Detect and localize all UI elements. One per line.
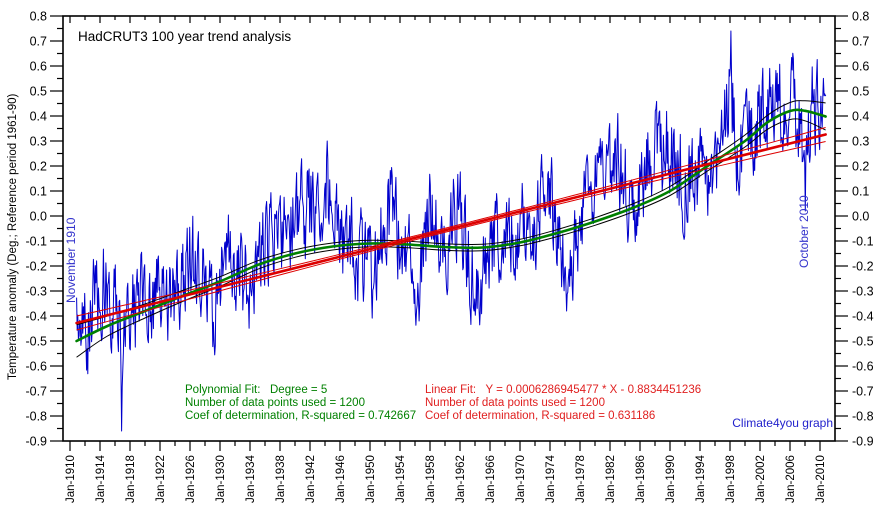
y-tick-label-left: -0.2 <box>25 260 47 274</box>
y-tick-label-right: 0.5 <box>852 85 869 99</box>
y-tick-label-right: -0.4 <box>852 310 874 324</box>
linear-ci-lower-line <box>76 141 826 331</box>
y-tick-label-right: -0.5 <box>852 335 874 349</box>
y-tick-label-left: 0.5 <box>30 85 47 99</box>
y-tick-label-right: 0.1 <box>852 185 869 199</box>
series-start-annotation: November 1910 <box>64 217 78 303</box>
y-tick-label-left: -0.4 <box>25 310 47 324</box>
y-tick-label-right: 0.4 <box>852 110 869 124</box>
x-tick-label: Jan-1914 <box>95 454 107 503</box>
polynomial-fit-stats: Polynomial Fit: Degree = 5 Number of dat… <box>185 384 416 422</box>
monthly-data-line <box>76 30 827 432</box>
x-tick-label: Jan-1962 <box>455 455 467 503</box>
x-tick-label: Jan-1970 <box>515 455 527 503</box>
y-tick-label-left: 0.7 <box>30 35 47 49</box>
x-tick-label: Jan-1986 <box>635 455 647 503</box>
y-tick-label-right: -0.1 <box>852 235 874 249</box>
polynomial-ci-lower-line <box>76 118 826 358</box>
x-tick-label: Jan-1954 <box>395 454 407 503</box>
linear-fit-stats-line1: Linear Fit: Y = 0.0006286945477 * X - 0.… <box>425 384 701 396</box>
y-tick-label-right: 0.2 <box>852 160 869 174</box>
x-tick-label: Jan-1982 <box>605 455 617 503</box>
y-tick-label-left: -0.7 <box>25 385 47 399</box>
series-end-annotation: October 2010 <box>797 195 811 268</box>
y-tick-label-right: -0.9 <box>852 435 874 449</box>
y-tick-label-right: -0.7 <box>852 385 874 399</box>
y-tick-label-right: -0.6 <box>852 360 874 374</box>
y-tick-label-left: 0.2 <box>30 160 47 174</box>
x-tick-label: Jan-1938 <box>275 455 287 503</box>
x-tick-label: Jan-1974 <box>545 454 557 503</box>
x-tick-label: Jan-1966 <box>485 455 497 503</box>
x-tick-label: Jan-1998 <box>725 455 737 503</box>
y-tick-label-right: 0.0 <box>852 210 869 224</box>
polynomial-fit-stats-line1: Polynomial Fit: Degree = 5 <box>185 384 327 396</box>
y-tick-label-right: -0.8 <box>852 410 874 424</box>
polynomial-ci-upper-line <box>76 100 826 326</box>
linear-fit-stats-line3: Coef of determination, R-squared = 0.631… <box>425 410 655 422</box>
y-tick-label-left: 0.0 <box>30 210 47 224</box>
x-tick-label: Jan-1922 <box>155 455 167 503</box>
y-tick-label-left: 0.4 <box>30 110 47 124</box>
y-tick-label-right: 0.6 <box>852 60 869 74</box>
chart-title: HadCRUT3 100 year trend analysis <box>78 29 291 44</box>
credit-label: Climate4you graph <box>732 416 833 430</box>
x-tick-label: Jan-1910 <box>65 455 77 503</box>
y-tick-label-left: -0.9 <box>25 435 47 449</box>
linear-fit-stats-line2: Number of data points used = 1200 <box>425 397 605 409</box>
linear-fit-stats: Linear Fit: Y = 0.0006286945477 * X - 0.… <box>425 384 701 422</box>
x-tick-label: Jan-1958 <box>425 455 437 503</box>
x-tick-label: Jan-1918 <box>125 455 137 503</box>
x-tick-label: Jan-2010 <box>815 455 827 503</box>
x-tick-label: Jan-1994 <box>695 454 707 503</box>
x-tick-label: Jan-1942 <box>305 455 317 503</box>
x-tick-label: Jan-1978 <box>575 455 587 503</box>
x-tick-label: Jan-1990 <box>665 455 677 503</box>
axes: -0.9 -0.9 -0.8 -0.8 -0.7 -0.7 -0.6 -0.6 -0.5 -0.5… <box>25 10 873 504</box>
x-tick-label: Jan-2002 <box>755 455 767 503</box>
y-tick-label-left: 0.1 <box>30 185 47 199</box>
x-tick-label: Jan-1946 <box>335 455 347 503</box>
y-tick-label-left: -0.6 <box>25 360 47 374</box>
x-tick-label: Jan-1950 <box>365 455 377 503</box>
polynomial-fit-stats-line2: Number of data points used = 1200 <box>185 397 365 409</box>
y-tick-label-right: 0.8 <box>852 10 869 24</box>
y-tick-label-left: -0.8 <box>25 410 47 424</box>
x-tick-label: Jan-2006 <box>785 455 797 503</box>
polynomial-fit-stats-line3: Coef of determination, R-squared = 0.742… <box>185 410 416 422</box>
y-axis-label: Temperature anomaly (Deg.; Reference per… <box>7 93 19 380</box>
y-tick-label-left: -0.3 <box>25 285 47 299</box>
linear-fit-line <box>75 133 827 325</box>
data-series <box>75 30 827 432</box>
y-tick-label-left: -0.5 <box>25 335 47 349</box>
y-tick-label-left: 0.3 <box>30 135 47 149</box>
y-tick-label-right: -0.3 <box>852 285 874 299</box>
y-tick-label-right: 0.3 <box>852 135 869 149</box>
y-tick-label-left: 0.6 <box>30 60 47 74</box>
y-tick-label-right: 0.7 <box>852 35 869 49</box>
x-tick-label: Jan-1926 <box>185 455 197 503</box>
y-tick-label-left: 0.8 <box>30 10 47 24</box>
linear-ci-upper-line <box>76 127 826 317</box>
x-tick-label: Jan-1934 <box>245 454 257 503</box>
y-tick-label-right: -0.2 <box>852 260 874 274</box>
y-tick-label-left: -0.1 <box>25 235 47 249</box>
x-tick-label: Jan-1930 <box>215 455 227 503</box>
